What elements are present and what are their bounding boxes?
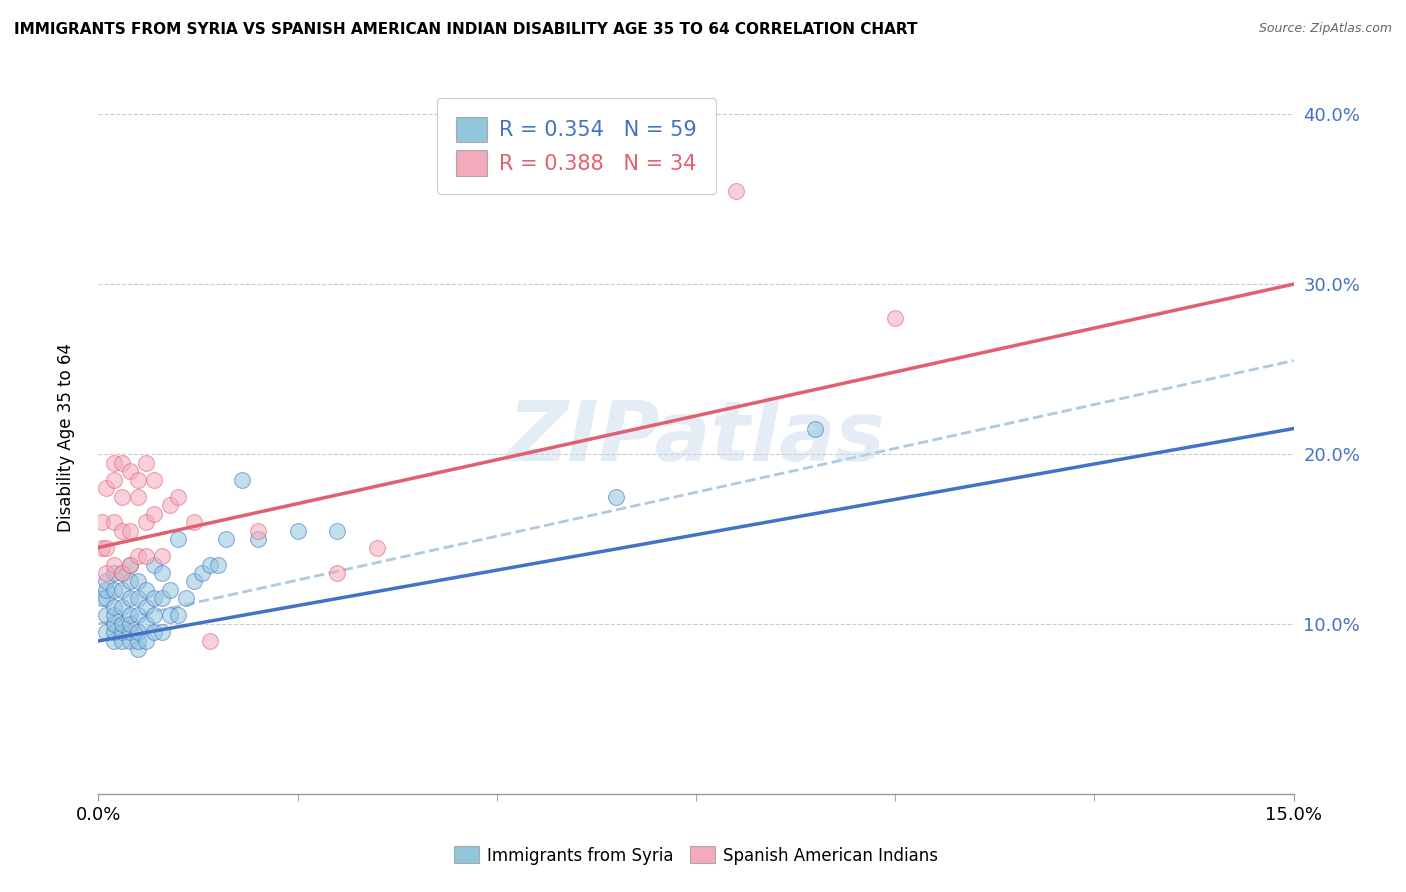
Point <box>135 456 157 470</box>
Point <box>143 473 166 487</box>
Point <box>103 617 125 632</box>
Point <box>120 617 142 632</box>
Point <box>135 617 157 632</box>
Point <box>143 608 166 623</box>
Point <box>96 541 118 555</box>
Point <box>143 625 166 640</box>
Point <box>111 634 134 648</box>
Point <box>127 490 149 504</box>
Point <box>103 599 125 614</box>
Point <box>103 634 125 648</box>
Point <box>135 515 157 529</box>
Text: Source: ZipAtlas.com: Source: ZipAtlas.com <box>1258 22 1392 36</box>
Point <box>96 574 118 589</box>
Legend: Immigrants from Syria, Spanish American Indians: Immigrants from Syria, Spanish American … <box>447 839 945 871</box>
Point <box>150 566 173 580</box>
Point <box>127 591 149 606</box>
Point <box>96 625 118 640</box>
Point <box>127 642 149 657</box>
Point <box>191 566 214 580</box>
Point <box>111 566 134 580</box>
Point <box>724 184 747 198</box>
Text: ZIPatlas: ZIPatlas <box>508 397 884 477</box>
Point <box>120 591 142 606</box>
Point <box>143 558 166 572</box>
Point <box>804 421 827 435</box>
Point <box>91 515 114 529</box>
Point <box>96 566 118 580</box>
Point <box>96 582 118 597</box>
Point <box>127 473 149 487</box>
Point <box>207 558 229 572</box>
Point <box>143 591 166 606</box>
Point <box>120 524 142 538</box>
Point <box>91 541 114 555</box>
Point <box>91 591 114 606</box>
Point <box>120 634 142 648</box>
Point <box>120 625 142 640</box>
Point <box>167 490 190 504</box>
Point <box>605 490 627 504</box>
Point <box>120 574 142 589</box>
Point <box>120 558 142 572</box>
Point <box>111 490 134 504</box>
Point <box>150 625 173 640</box>
Point <box>183 515 205 529</box>
Point <box>127 634 149 648</box>
Y-axis label: Disability Age 35 to 64: Disability Age 35 to 64 <box>56 343 75 532</box>
Point <box>135 549 157 563</box>
Point <box>246 524 269 538</box>
Point <box>111 625 134 640</box>
Point <box>159 582 181 597</box>
Point <box>111 582 134 597</box>
Point <box>366 541 388 555</box>
Point <box>127 574 149 589</box>
Point <box>127 608 149 623</box>
Point <box>111 524 134 538</box>
Point <box>103 625 125 640</box>
Point <box>120 464 142 478</box>
Point <box>96 591 118 606</box>
Point <box>159 608 181 623</box>
Point <box>111 599 134 614</box>
Point <box>326 566 349 580</box>
Point <box>103 515 125 529</box>
Point <box>103 566 125 580</box>
Text: IMMIGRANTS FROM SYRIA VS SPANISH AMERICAN INDIAN DISABILITY AGE 35 TO 64 CORRELA: IMMIGRANTS FROM SYRIA VS SPANISH AMERICA… <box>14 22 918 37</box>
Point <box>231 473 253 487</box>
Point <box>127 625 149 640</box>
Point <box>103 456 125 470</box>
Point <box>174 591 197 606</box>
Point <box>150 591 173 606</box>
Point <box>167 532 190 546</box>
Point <box>111 456 134 470</box>
Point <box>246 532 269 546</box>
Point <box>103 608 125 623</box>
Point <box>167 608 190 623</box>
Point <box>135 599 157 614</box>
Point <box>103 558 125 572</box>
Point <box>135 582 157 597</box>
Point <box>884 311 907 326</box>
Point <box>135 634 157 648</box>
Point <box>143 507 166 521</box>
Point <box>127 549 149 563</box>
Point <box>120 608 142 623</box>
Point <box>215 532 238 546</box>
Point <box>96 608 118 623</box>
Point <box>120 558 142 572</box>
Point <box>111 617 134 632</box>
Point <box>326 524 349 538</box>
Point <box>150 549 173 563</box>
Point <box>103 582 125 597</box>
Point <box>96 481 118 495</box>
Point <box>111 566 134 580</box>
Point <box>183 574 205 589</box>
Point <box>287 524 309 538</box>
Point <box>198 634 221 648</box>
Point <box>198 558 221 572</box>
Point <box>103 473 125 487</box>
Point <box>159 498 181 512</box>
